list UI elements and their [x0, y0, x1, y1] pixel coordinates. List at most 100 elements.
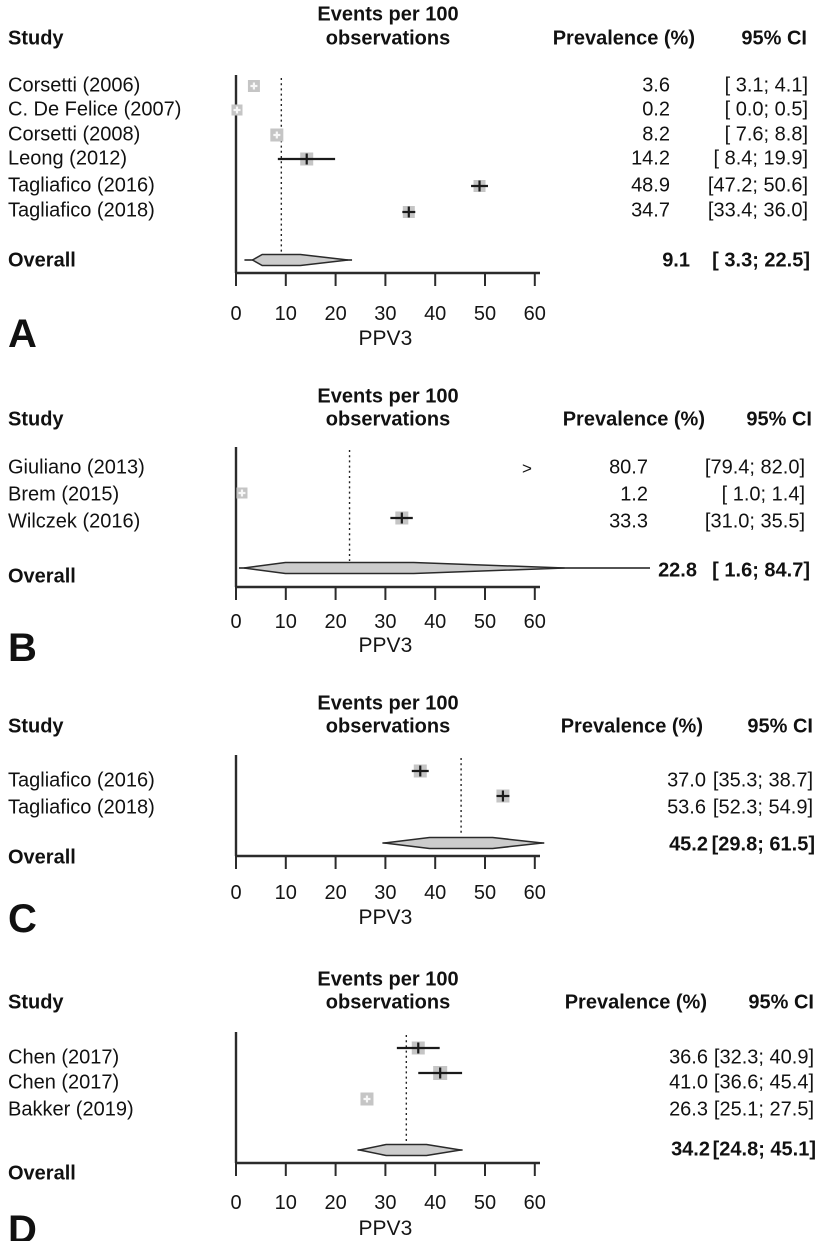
x-axis-tick-label: 0	[230, 1192, 241, 1214]
column-header-study: Study	[8, 715, 64, 738]
study-label: C. De Felice (2007)	[8, 98, 182, 121]
column-header-events-line2: observations	[325, 408, 451, 431]
panel-letter-a: A	[8, 312, 37, 356]
prevalence-value: 0.2	[642, 98, 670, 121]
overall-prevalence-value: 34.2	[671, 1138, 710, 1161]
forest-plot-panel-A: 0 10 20 30 40 50 60 PPV3	[230, 75, 546, 350]
prevalence-value: 26.3	[669, 1098, 708, 1121]
overall-ci-value: [29.8; 61.5]	[711, 833, 815, 856]
study-label: Bakker (2019)	[8, 1098, 134, 1121]
x-axis-tick-label: 50	[474, 611, 496, 633]
study-label: Corsetti (2008)	[8, 123, 141, 146]
forest-plot-panel-B: >0 10 20 30 40 50 60 PPV3	[230, 447, 650, 657]
ci-value: [47.2; 50.6]	[707, 174, 808, 197]
ci-value: [ 0.0; 0.5]	[724, 98, 808, 121]
column-header-events-line1: Events per 100	[317, 3, 459, 26]
column-header-ci: 95% CI	[741, 27, 807, 50]
column-header-events-line2: observations	[325, 715, 451, 738]
study-label: Chen (2017)	[8, 1071, 120, 1094]
x-axis-tick-label: 0	[230, 611, 241, 633]
column-header-events-line2: observations	[325, 991, 451, 1014]
overall-prevalence-value: 9.1	[662, 249, 690, 272]
prevalence-value: 34.7	[631, 199, 670, 222]
overall-label: Overall	[8, 846, 76, 869]
forest-plot-panel-D: 0 10 20 30 40 50 60 PPV3	[230, 1032, 546, 1240]
study-label: Wilczek (2016)	[8, 510, 141, 533]
overall-label: Overall	[8, 1162, 76, 1185]
overall-ci-value: [ 1.6; 84.7]	[712, 559, 810, 582]
column-header-prevalence: Prevalence (%)	[560, 715, 703, 738]
study-label: Tagliafico (2018)	[8, 199, 155, 222]
prevalence-value: 80.7	[609, 456, 648, 479]
x-axis-title: PPV3	[359, 1217, 413, 1240]
ci-value: [ 8.4; 19.9]	[713, 147, 808, 170]
panel-letter-d: D	[8, 1208, 37, 1241]
ci-value: [25.1; 27.5]	[713, 1098, 814, 1121]
x-axis-tick-label: 50	[474, 1192, 496, 1214]
ci-value: [79.4; 82.0]	[704, 456, 805, 479]
forest-plot-panel-C: 0 10 20 30 40 50 60 PPV3	[230, 755, 546, 929]
x-axis-tick-label: 40	[424, 882, 446, 904]
overall-diamond	[243, 561, 565, 575]
x-axis-tick-label: 30	[374, 1192, 396, 1214]
column-header-prevalence: Prevalence (%)	[552, 27, 695, 50]
overall-diamond	[250, 253, 349, 267]
x-axis-tick-label: 60	[524, 303, 546, 325]
study-label: Leong (2012)	[8, 147, 127, 170]
column-header-events-line1: Events per 100	[317, 385, 459, 408]
column-header-events-line2: observations	[325, 27, 451, 50]
ci-value: [31.0; 35.5]	[704, 510, 805, 533]
x-axis-tick-label: 30	[374, 611, 396, 633]
overall-diamond	[359, 1143, 461, 1157]
x-axis-tick-label: 10	[275, 611, 297, 633]
column-header-study: Study	[8, 991, 64, 1014]
x-axis-tick-label: 30	[374, 303, 396, 325]
study-label: Tagliafico (2016)	[8, 174, 155, 197]
x-axis-tick-label: 40	[424, 611, 446, 633]
x-axis-tick-label: 20	[324, 611, 346, 633]
x-axis-tick-label: 10	[275, 882, 297, 904]
prevalence-value: 8.2	[642, 123, 670, 146]
ci-value: [ 1.0; 1.4]	[721, 483, 805, 506]
study-label: Brem (2015)	[8, 483, 120, 506]
prevalence-value: 1.2	[620, 483, 648, 506]
x-axis-tick-label: 0	[230, 303, 241, 325]
x-axis-tick-label: 20	[324, 303, 346, 325]
study-label: Tagliafico (2016)	[8, 769, 155, 792]
overall-label: Overall	[8, 249, 76, 272]
x-axis-tick-label: 30	[374, 882, 396, 904]
x-axis-tick-label: 40	[424, 1192, 446, 1214]
column-header-study: Study	[8, 27, 64, 50]
column-header-study: Study	[8, 408, 64, 431]
prevalence-value: 48.9	[631, 174, 670, 197]
ci-value: [ 3.1; 4.1]	[724, 74, 808, 97]
prevalence-value: 53.6	[667, 796, 706, 819]
column-header-events-line1: Events per 100	[317, 692, 459, 715]
ci-value: [52.3; 54.9]	[712, 796, 813, 819]
prevalence-value: 36.6	[669, 1046, 708, 1069]
x-axis-title: PPV3	[359, 906, 413, 929]
study-label: Chen (2017)	[8, 1046, 120, 1069]
x-axis-tick-label: 40	[424, 303, 446, 325]
study-label: Corsetti (2006)	[8, 74, 141, 97]
x-axis-tick-label: 10	[275, 303, 297, 325]
ci-value: [35.3; 38.7]	[712, 769, 813, 792]
study-label: Giuliano (2013)	[8, 456, 145, 479]
x-axis-tick-label: 10	[275, 1192, 297, 1214]
x-axis-tick-label: 0	[230, 882, 241, 904]
overall-ci-value: [ 3.3; 22.5]	[712, 249, 810, 272]
overall-prevalence-value: 22.8	[658, 559, 697, 582]
column-header-events-line1: Events per 100	[317, 968, 459, 991]
study-label: Tagliafico (2018)	[8, 796, 155, 819]
x-axis-tick-label: 60	[524, 1192, 546, 1214]
prevalence-value: 37.0	[667, 769, 706, 792]
x-axis-tick-label: 60	[524, 611, 546, 633]
ci-value: [33.4; 36.0]	[707, 199, 808, 222]
prevalence-value: 3.6	[642, 74, 670, 97]
column-header-prevalence: Prevalence (%)	[562, 408, 705, 431]
prevalence-value: 14.2	[631, 147, 670, 170]
column-header-ci: 95% CI	[747, 715, 813, 738]
x-axis-title: PPV3	[359, 634, 413, 657]
overall-ci-value: [24.8; 45.1]	[712, 1138, 816, 1161]
